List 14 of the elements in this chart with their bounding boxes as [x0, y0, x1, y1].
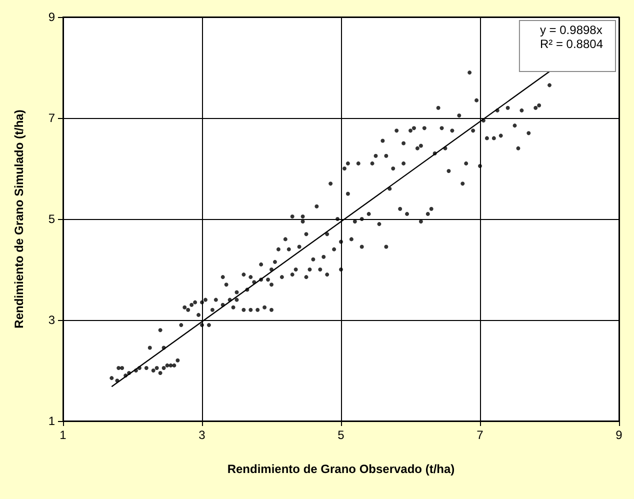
annotation: y = 0.9898x	[540, 23, 602, 37]
x-tick-label: 7	[476, 428, 484, 442]
annotation: R² = 0.8804	[540, 37, 604, 51]
x-axis-title: Rendimiento de Grano Observado (t/ha)	[227, 462, 455, 476]
y-tick-label: 3	[48, 313, 56, 327]
y-tick-label: 9	[48, 10, 56, 24]
x-tick-label: 5	[338, 428, 345, 442]
y-tick-label: 1	[48, 414, 56, 428]
y-tick-label: 5	[48, 212, 56, 226]
x-tick-label: 3	[198, 428, 206, 442]
x-tick-label: 9	[616, 428, 623, 442]
x-tick-label: 1	[60, 428, 67, 442]
y-tick-label: 7	[48, 111, 56, 125]
y-axis-title: Rendimiento de Grano Simulado (t/ha)	[12, 110, 26, 328]
